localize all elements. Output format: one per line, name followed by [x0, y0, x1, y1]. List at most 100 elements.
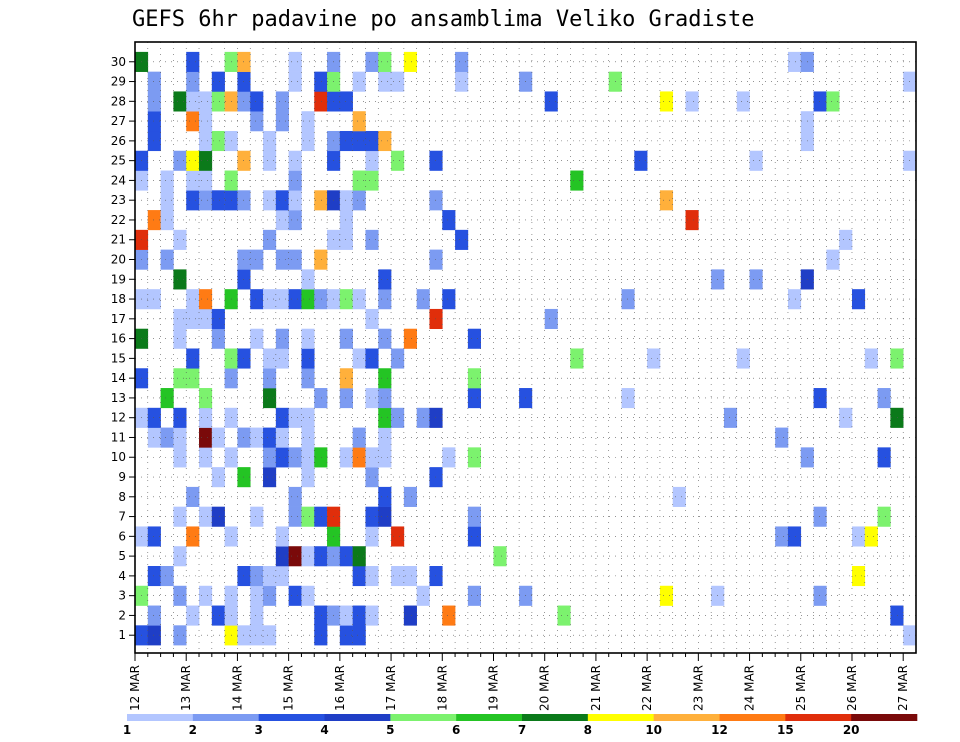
- plot-frame: [134, 41, 917, 654]
- heatmap-cell: [147, 210, 161, 231]
- heatmap-cell: [544, 91, 558, 112]
- heatmap-cell: [621, 289, 635, 310]
- heatmap-cell: [391, 348, 405, 369]
- heatmap-cell: [467, 526, 481, 547]
- heatmap-cell: [275, 546, 289, 567]
- heatmap-cell: [314, 388, 328, 409]
- heatmap-cell: [455, 229, 469, 250]
- heatmap-cell: [839, 229, 853, 250]
- heatmap-cell: [570, 348, 584, 369]
- heatmap-cell: [378, 368, 392, 389]
- y-tick-label: 13: [111, 391, 126, 405]
- heatmap-cell: [288, 210, 302, 231]
- heatmap-cell: [147, 427, 161, 448]
- heatmap-cell: [275, 328, 289, 349]
- colorbar-swatch: [390, 714, 457, 721]
- heatmap-cell: [301, 407, 315, 428]
- heatmap-cell: [211, 328, 225, 349]
- heatmap-cells: [135, 51, 917, 646]
- heatmap-cell: [275, 566, 289, 587]
- heatmap-cell: [557, 605, 571, 626]
- heatmap-cell: [186, 526, 200, 547]
- heatmap-cell: [160, 210, 174, 231]
- heatmap-cell: [288, 407, 302, 428]
- x-tick-label: 12 MAR: [128, 665, 142, 711]
- x-tick-label: 18 MAR: [435, 665, 449, 711]
- heatmap-cell: [147, 111, 161, 132]
- y-tick-label: 3: [118, 589, 126, 603]
- colorbar-label: 4: [320, 723, 328, 737]
- y-tick-label: 5: [118, 549, 126, 563]
- heatmap-cell: [621, 388, 635, 409]
- heatmap-cell: [378, 328, 392, 349]
- heatmap-cell: [250, 566, 264, 587]
- heatmap-cell: [685, 91, 699, 112]
- heatmap-cell: [352, 170, 366, 191]
- heatmap-cell: [365, 447, 379, 468]
- y-tick-label: 23: [111, 193, 126, 207]
- colorbar-label: 15: [777, 723, 794, 737]
- y-tick-label: 1: [118, 628, 126, 642]
- heatmap-cell: [391, 150, 405, 171]
- heatmap-cell: [352, 289, 366, 310]
- heatmap-cell: [147, 407, 161, 428]
- heatmap-cell: [339, 546, 353, 567]
- heatmap-cell: [851, 566, 866, 587]
- heatmap-cell: [199, 170, 213, 191]
- heatmap-cell: [288, 585, 302, 606]
- heatmap-cell: [160, 566, 174, 587]
- heatmap-cell: [352, 190, 366, 211]
- heatmap-cell: [826, 91, 840, 112]
- heatmap-cell: [301, 289, 315, 310]
- heatmap-cell: [211, 130, 225, 152]
- heatmap-cell: [211, 506, 225, 527]
- heatmap-cell: [749, 150, 763, 171]
- heatmap-cell: [211, 71, 225, 92]
- heatmap-cell: [173, 546, 187, 567]
- heatmap-cell: [275, 210, 289, 231]
- heatmap-cell: [352, 546, 366, 567]
- heatmap-cell: [877, 506, 891, 527]
- heatmap-cell: [173, 150, 187, 171]
- heatmap-cell: [147, 289, 161, 310]
- heatmap-cell: [275, 407, 289, 428]
- y-tick-label: 10: [111, 450, 126, 464]
- heatmap-cell: [250, 605, 264, 626]
- heatmap-cell: [173, 91, 187, 112]
- heatmap-cell: [352, 605, 366, 626]
- heatmap-cell: [365, 130, 379, 152]
- heatmap-cell: [199, 289, 213, 310]
- y-tick-label: 20: [111, 253, 126, 267]
- heatmap-cell: [173, 407, 187, 428]
- heatmap-cell: [352, 447, 366, 468]
- heatmap-cell: [199, 91, 213, 112]
- heatmap-cell: [275, 249, 289, 270]
- heatmap-cell: [301, 427, 315, 448]
- heatmap-cell: [250, 585, 264, 606]
- heatmap-cell: [301, 348, 315, 369]
- y-tick-label: 12: [111, 411, 126, 425]
- colorbar-label: 10: [645, 723, 662, 737]
- y-tick-label: 16: [111, 332, 126, 346]
- heatmap-cell: [288, 486, 302, 507]
- heatmap-cell: [851, 289, 866, 310]
- colorbar-label: 5: [386, 723, 394, 737]
- heatmap-cell: [365, 348, 379, 369]
- heatmap-cell: [403, 605, 417, 626]
- y-tick-label: 2: [118, 608, 126, 622]
- y-tick-label: 17: [111, 312, 126, 326]
- heatmap-cell: [288, 447, 302, 468]
- heatmap-cell: [442, 605, 456, 626]
- heatmap-cell: [288, 71, 302, 92]
- x-tick-label: 13 MAR: [179, 665, 193, 711]
- heatmap-cell: [160, 170, 174, 191]
- heatmap-cell: [391, 71, 405, 92]
- x-tick-label: 17 MAR: [384, 665, 398, 711]
- x-tick-label: 19 MAR: [486, 665, 500, 711]
- colorbar-label: 1: [123, 723, 131, 737]
- heatmap-cell: [813, 506, 827, 527]
- heatmap-cell: [736, 91, 750, 112]
- y-tick-label: 26: [111, 134, 126, 148]
- heatmap-cell: [403, 328, 417, 349]
